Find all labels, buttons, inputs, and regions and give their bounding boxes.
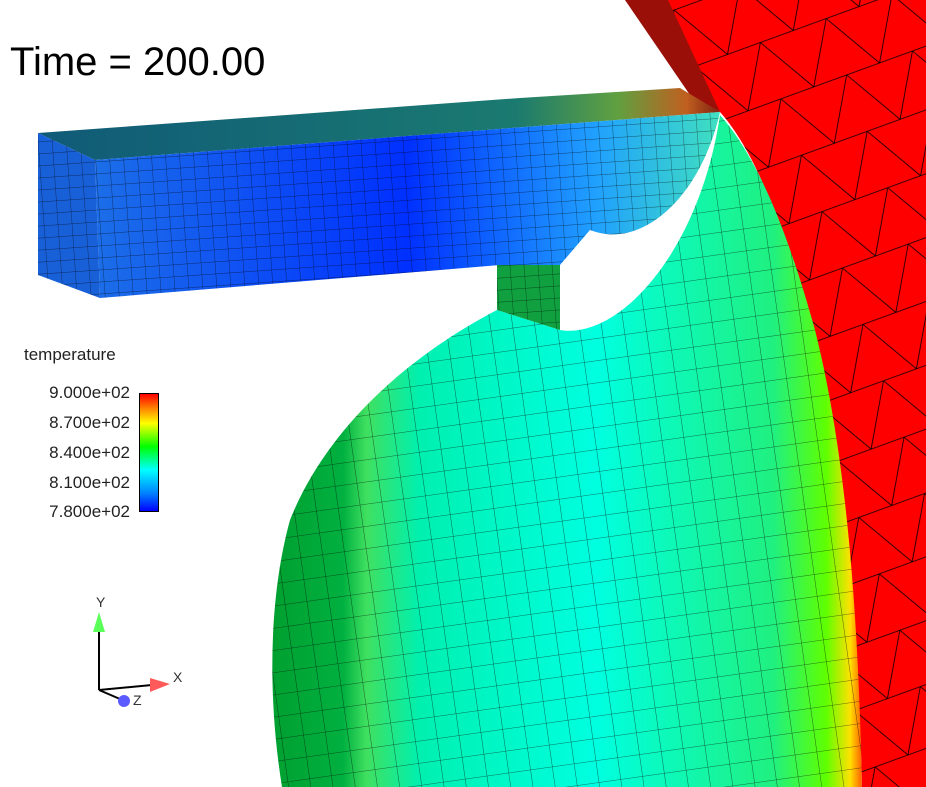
x-axis-arrow-icon (150, 678, 170, 692)
hot-region (625, 0, 926, 787)
legend-title: temperature (24, 345, 116, 364)
time-label: Time = 200.00 (10, 40, 266, 84)
legend-tick: 8.700e+02 (49, 413, 130, 432)
bulb-body (272, 115, 863, 787)
legend-tick: 7.800e+02 (49, 502, 130, 521)
x-axis-label: X (173, 669, 183, 685)
y-axis-label: Y (96, 594, 106, 610)
z-axis-label: Z (133, 692, 142, 708)
orientation-axes (93, 612, 170, 707)
legend-tick: 8.100e+02 (49, 473, 130, 492)
legend-tick: 9.000e+02 (49, 383, 130, 402)
color-legend-bar (139, 393, 159, 512)
legend-tick: 8.400e+02 (49, 443, 130, 462)
beam (38, 88, 720, 330)
y-axis-arrow-icon (93, 612, 105, 632)
z-axis-arrow-icon (118, 695, 130, 707)
